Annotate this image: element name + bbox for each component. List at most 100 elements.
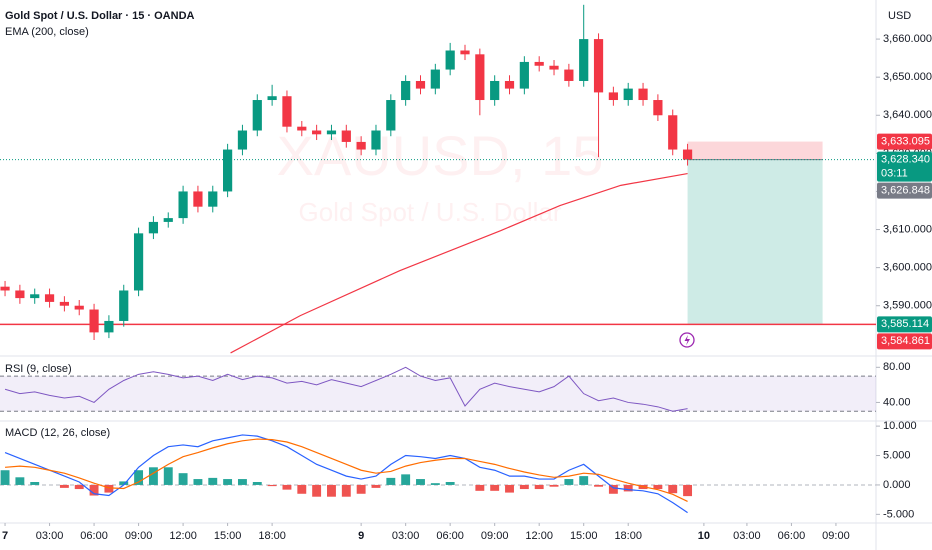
histogram-bar xyxy=(608,484,618,494)
macd-line xyxy=(4,438,688,502)
histogram-bar xyxy=(564,479,574,485)
histogram-bar xyxy=(252,482,262,485)
histogram-bar xyxy=(237,479,247,485)
histogram-bar xyxy=(134,470,144,485)
y-tick-label: 0.000 xyxy=(883,479,911,491)
y-tick-label: 5.000 xyxy=(883,449,911,461)
candle-body xyxy=(386,100,396,131)
candle-body xyxy=(415,80,426,89)
price-label: 3,628.340 xyxy=(881,154,930,166)
alert-icon[interactable] xyxy=(679,332,695,348)
candle-body xyxy=(564,69,574,81)
histogram-bar xyxy=(163,467,173,485)
candle-body xyxy=(178,191,188,219)
x-tick-label: 09:00 xyxy=(125,530,153,542)
candle-body xyxy=(74,305,84,310)
y-tick-label: 3,640.000 xyxy=(883,109,932,121)
candle-body xyxy=(519,61,529,89)
candle-body xyxy=(668,115,678,150)
histogram-bar xyxy=(386,477,396,485)
histogram-bar xyxy=(193,479,203,485)
candle-body xyxy=(133,233,144,291)
candle-body xyxy=(44,294,55,302)
alert-bolt[interactable] xyxy=(684,335,691,346)
histogram-bar xyxy=(668,484,678,494)
candle-body xyxy=(104,320,114,333)
y-tick-label: -5.000 xyxy=(883,508,914,520)
candle-body xyxy=(267,96,277,101)
candle-body xyxy=(341,130,351,142)
x-tick-label: 03:00 xyxy=(36,530,64,542)
x-tick-label: 09:00 xyxy=(822,530,850,542)
histogram-bar xyxy=(59,484,69,488)
x-tick-label: 12:00 xyxy=(169,530,197,542)
x-tick-label: 10 xyxy=(698,530,710,542)
candle-body xyxy=(534,61,544,66)
histogram-bar xyxy=(445,482,455,485)
x-tick-label: 18:00 xyxy=(614,530,642,542)
y-tick-label: 3,590.000 xyxy=(883,300,932,312)
pane-title: MACD (12, 26, close) xyxy=(5,427,110,439)
candle-body xyxy=(579,39,589,81)
histogram-bar xyxy=(401,474,411,485)
price-label-box xyxy=(877,182,932,199)
histogram-bar xyxy=(416,479,425,485)
histogram-bar xyxy=(579,476,589,485)
price-label-box xyxy=(877,316,932,333)
candle-body xyxy=(208,191,218,207)
histogram-bar xyxy=(534,484,544,490)
histogram-bar xyxy=(356,484,366,494)
candle-body xyxy=(682,149,693,160)
histogram-bar xyxy=(475,484,485,491)
candle-body xyxy=(297,126,307,131)
candle-body xyxy=(89,309,99,333)
histogram-bar xyxy=(594,484,603,487)
histogram-bar xyxy=(505,484,514,493)
candle-body xyxy=(653,100,663,116)
price-label: 3,584.861 xyxy=(881,335,930,347)
candle-body xyxy=(0,286,10,291)
stop-zone xyxy=(687,141,823,160)
y-tick-label: 3,660.000 xyxy=(883,33,932,45)
candle-body xyxy=(593,39,604,93)
candle-body xyxy=(504,80,515,89)
y-tick-label: 40.00 xyxy=(883,396,911,408)
histogram-bar xyxy=(30,482,40,485)
x-tick-label: 06:00 xyxy=(778,530,806,542)
rsi-band xyxy=(0,376,876,412)
candle-body xyxy=(490,80,500,101)
x-tick-label: 7 xyxy=(2,530,8,542)
histogram-bar xyxy=(653,484,663,490)
y-tick-label: 3,610.000 xyxy=(883,223,932,235)
x-tick-label: 18:00 xyxy=(258,530,286,542)
x-tick-label: 03:00 xyxy=(392,530,420,542)
x-tick-label: 06:00 xyxy=(436,530,464,542)
y-tick-label: 10.000 xyxy=(883,420,917,432)
price-label-box xyxy=(877,133,932,150)
x-tick-label: 15:00 xyxy=(570,530,598,542)
histogram-bar xyxy=(430,483,440,485)
candle-body xyxy=(430,69,440,89)
y-tick-label: 3,600.000 xyxy=(883,262,932,274)
candle-body xyxy=(326,130,337,135)
candle-body xyxy=(163,218,173,222)
pane-title: RSI (9, close) xyxy=(5,363,72,375)
histogram-bar xyxy=(104,484,114,493)
x-tick-label: 09:00 xyxy=(481,530,509,542)
ema-legend: EMA (200, close) xyxy=(5,26,89,38)
candle-body xyxy=(193,191,203,207)
histogram-bar xyxy=(208,477,218,485)
histogram-bar xyxy=(15,477,25,485)
histogram-bar xyxy=(74,484,84,490)
pane-title: Gold Spot / U.S. Dollar · 15 · OANDA xyxy=(5,10,195,22)
alert-circle[interactable] xyxy=(679,332,695,348)
watermark: XAUUSD, 15 Gold Spot / U.S. Dollar xyxy=(277,124,604,227)
histogram-bar xyxy=(223,479,233,485)
histogram-bar xyxy=(549,484,559,487)
candle-body xyxy=(223,149,233,192)
candle-body xyxy=(356,141,366,150)
candle-body xyxy=(15,290,25,299)
x-tick-label: 06:00 xyxy=(80,530,108,542)
price-label-box xyxy=(877,151,932,182)
